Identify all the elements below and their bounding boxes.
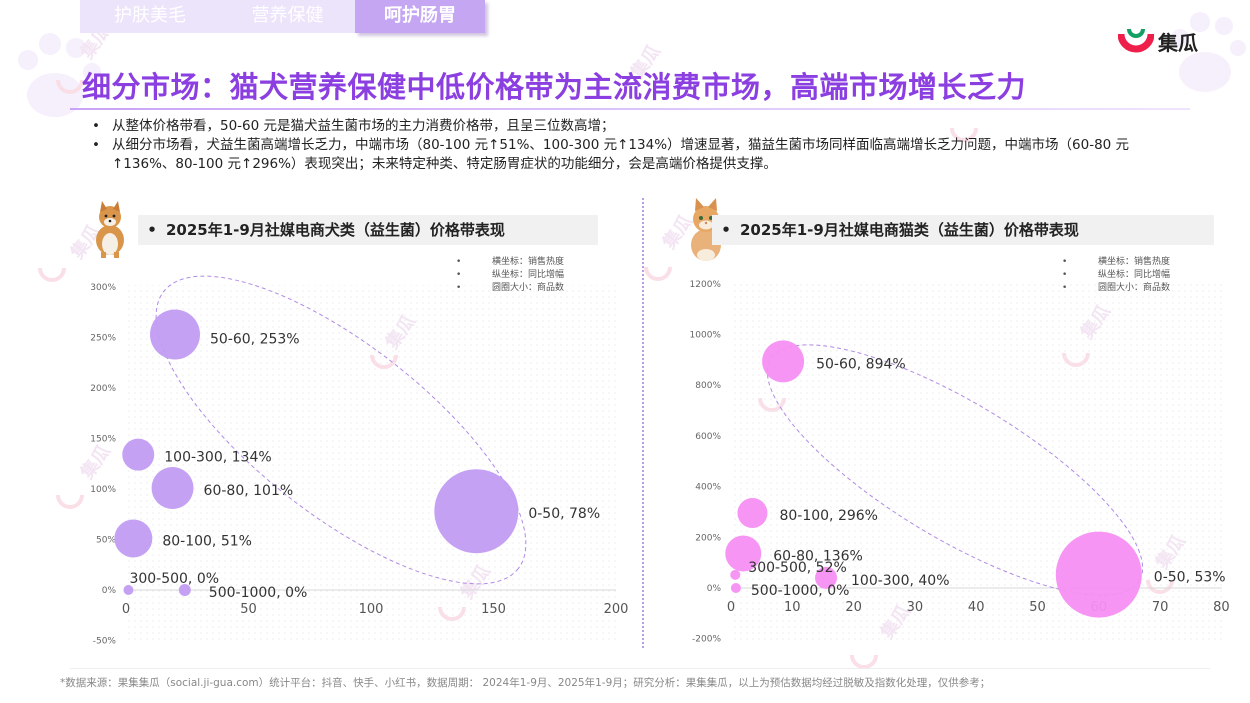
dog-chart-header: • 2025年1-9月社媒电商犬类（益生菌）价格带表现: [138, 215, 598, 245]
legend-item: • 纵坐标：同比增幅: [456, 270, 565, 280]
summary-bullets: 从整体价格带看，50-60 元是猫犬益生菌市场的主力消费价格带，且呈三位数高增；…: [92, 117, 1178, 174]
brand-name: 集瓜: [1158, 30, 1198, 55]
dog-chart-legend: • 横坐标：销售热度 • 纵坐标：同比增幅 • 圆圈大小：商品数: [456, 256, 564, 295]
svg-text:集瓜: 集瓜: [76, 441, 115, 484]
jigua-logo-icon: [1118, 28, 1154, 53]
svg-text:集瓜: 集瓜: [456, 561, 495, 604]
header-bullet: •: [147, 221, 157, 239]
svg-text:集瓜: 集瓜: [1151, 531, 1190, 574]
footer-divider: [70, 668, 1210, 669]
category-tabs: 护肤美毛 营养保健 呵护肠胃: [80, 0, 485, 33]
paw-print-decoration: [18, 33, 101, 117]
legend-item: • 纵坐标：同比增幅: [1062, 270, 1171, 280]
legend-item: • 横坐标：销售热度: [1062, 257, 1171, 267]
tab-nutrition[interactable]: 营养保健: [220, 0, 355, 33]
cat-chart-header: • 2025年1-9月社媒电商猫类（益生菌）价格带表现: [712, 215, 1214, 245]
panel-divider: [642, 198, 644, 648]
brand-logo: 集瓜: [1118, 26, 1198, 56]
svg-text:集瓜: 集瓜: [381, 311, 420, 354]
svg-text:集瓜: 集瓜: [876, 601, 915, 644]
legend-item: • 圆圈大小：商品数: [1062, 283, 1171, 293]
cat-chart-legend: • 横坐标：销售热度 • 纵坐标：同比增幅 • 圆圈大小：商品数: [1062, 256, 1170, 295]
bullet-point: 从整体价格带看，50-60 元是猫犬益生菌市场的主力消费价格带，且呈三位数高增；: [92, 117, 1178, 136]
title-underline: [70, 108, 1190, 110]
page-title: 细分市场：猫犬营养保健中低价格带为主流消费市场，高端市场增长乏力: [82, 70, 1027, 104]
cat-chart-title: 2025年1-9月社媒电商猫类（益生菌）价格带表现: [740, 221, 1079, 239]
legend-item: • 圆圈大小：商品数: [456, 283, 565, 293]
data-source-note: *数据来源：果集集瓜（social.ji-gua.com）统计平台：抖音、快手、…: [60, 677, 991, 689]
svg-text:集瓜: 集瓜: [1076, 301, 1115, 344]
tab-skin-coat[interactable]: 护肤美毛: [80, 0, 220, 33]
bullet-point: 从细分市场看，犬益生菌高端增长乏力，中端市场（80-100 元↑51%、100-…: [92, 136, 1178, 174]
header-bullet: •: [721, 221, 731, 239]
watermark-text: 集瓜 集瓜 集瓜 集瓜 集瓜 集瓜 集瓜 集瓜 集瓜 集瓜: [66, 21, 1190, 644]
dog-chart-title: 2025年1-9月社媒电商犬类（益生菌）价格带表现: [166, 221, 505, 239]
paw-print-decoration: [1171, 12, 1246, 92]
tab-gut-care[interactable]: 呵护肠胃: [355, 0, 485, 33]
dog-icon: [96, 201, 124, 258]
legend-item: • 横坐标：销售热度: [456, 257, 565, 267]
